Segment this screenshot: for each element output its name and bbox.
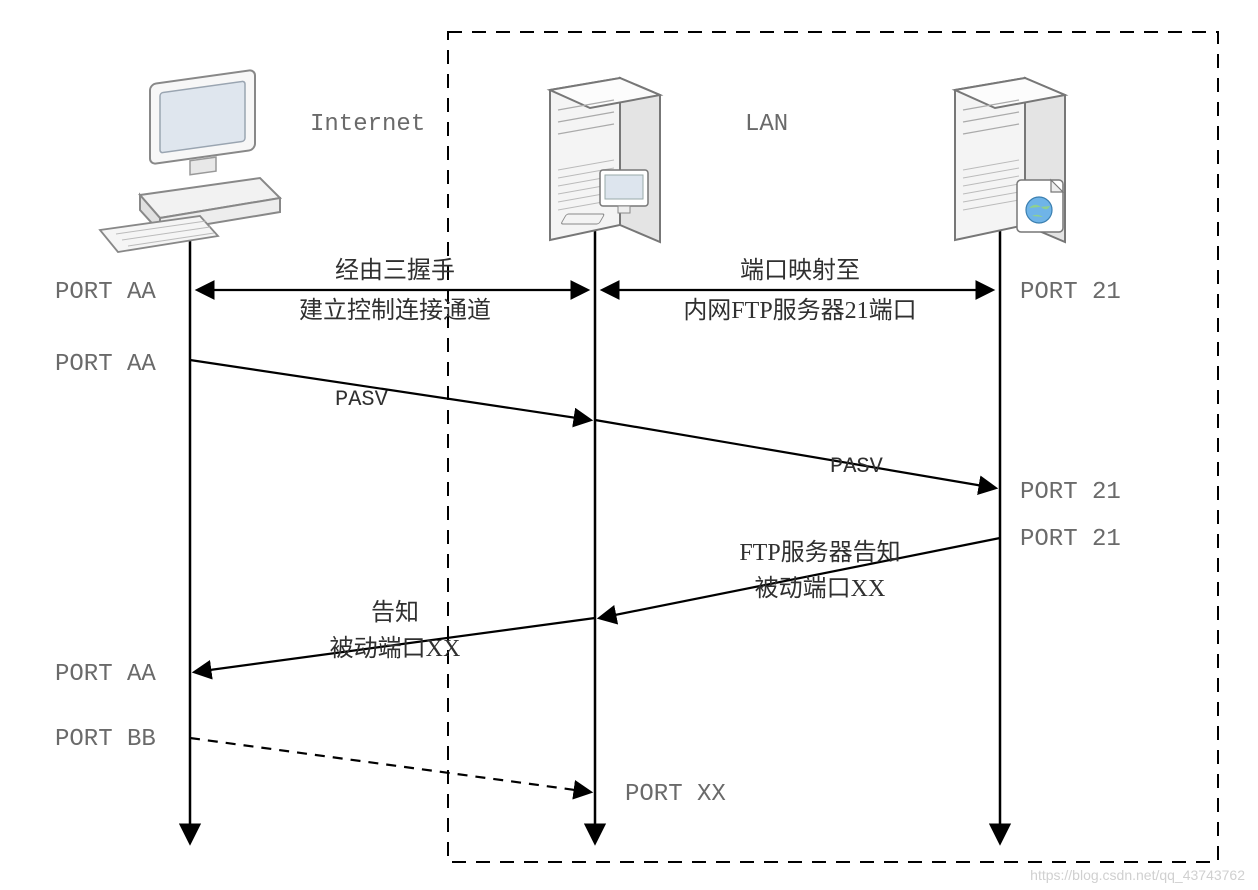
port-right-1: PORT 21 (1020, 479, 1121, 506)
zone-internet-label: Internet (310, 111, 425, 138)
ftp-server-icon (955, 78, 1065, 242)
msg2-line1: 端口映射至 (740, 257, 860, 284)
pasv2-label: PASV (830, 454, 884, 479)
pasv1-label: PASV (335, 387, 389, 412)
msg3-line2: 被动端口XX (755, 575, 886, 602)
zone-lan-label: LAN (745, 111, 788, 138)
ftp-pasv-diagram: Internet LAN PORT AA PORT AA PORT AA POR… (0, 0, 1258, 890)
port-left-0: PORT AA (55, 279, 156, 306)
data-conn-arrow (190, 738, 590, 792)
pasv2-arrow (595, 420, 995, 488)
client-pc-icon (100, 70, 280, 252)
gateway-server-icon (550, 78, 660, 242)
port-left-1: PORT AA (55, 351, 156, 378)
msg1-line1: 经由三握手 (335, 257, 455, 284)
port-right-0: PORT 21 (1020, 279, 1121, 306)
msg1-line2: 建立控制连接通道 (299, 297, 491, 324)
port-mid: PORT XX (625, 781, 726, 808)
msg3-line1: FTP服务器告知 (739, 539, 900, 566)
port-left-2: PORT AA (55, 661, 156, 688)
msg2-line2: 内网FTP服务器21端口 (683, 297, 916, 324)
port-left-3: PORT BB (55, 726, 156, 753)
msg4-line1: 告知 (371, 599, 419, 626)
port-right-2: PORT 21 (1020, 526, 1121, 553)
msg4-line2: 被动端口XX (330, 635, 461, 662)
watermark: https://blog.csdn.net/qq_43743762 (1030, 867, 1245, 883)
pasv1-arrow (190, 360, 590, 420)
